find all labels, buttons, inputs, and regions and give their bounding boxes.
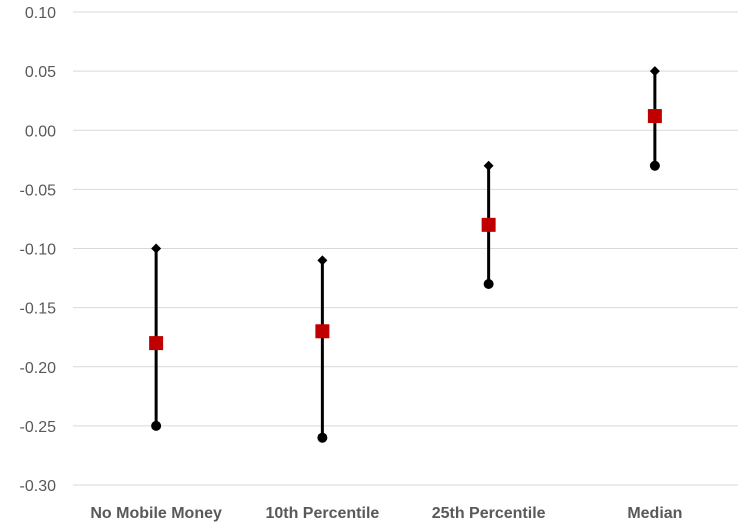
gridlines	[73, 11, 738, 486]
point-estimate-marker	[149, 336, 164, 351]
lower-bound-marker	[317, 432, 328, 443]
point-estimate-marker	[481, 217, 496, 232]
point-estimate-marker	[647, 109, 662, 124]
x-tick-label: 10th Percentile	[265, 505, 379, 522]
point-estimate-marker	[315, 324, 330, 339]
x-tick-label: Median	[627, 505, 682, 522]
y-tick: -0.25	[20, 419, 57, 436]
y-tick: 0.00	[25, 123, 56, 140]
y-tick: -0.30	[20, 478, 57, 495]
y-tick-label: -0.30	[20, 478, 57, 495]
y-tick: 0.10	[25, 5, 56, 22]
y-tick: -0.10	[20, 242, 57, 259]
plot-area	[149, 66, 662, 443]
lower-bound-marker	[151, 420, 162, 431]
x-tick-label: No Mobile Money	[90, 505, 222, 522]
y-tick: 0.05	[25, 64, 56, 81]
lower-bound-marker	[649, 160, 660, 171]
lower-bound-marker	[483, 278, 494, 289]
y-tick-label: -0.20	[20, 360, 57, 377]
y-axis: 0.10 0.05 0.00 -0.05 -0.10 -0.15 -0.20 -0.25 -0.…	[20, 5, 57, 495]
y-tick-label: -0.05	[20, 182, 57, 199]
y-tick-label: -0.10	[20, 242, 57, 259]
upper-bound-marker	[649, 66, 660, 77]
y-tick-label: 0.05	[25, 64, 56, 81]
y-tick-label: 0.10	[25, 5, 56, 22]
upper-bound-marker	[317, 255, 328, 266]
x-axis: No Mobile Money 10th Percentile 25th Perce…	[90, 505, 682, 522]
y-tick-label: 0.00	[25, 123, 56, 140]
y-tick-label: -0.25	[20, 419, 57, 436]
upper-bound-marker	[483, 160, 494, 171]
y-tick: -0.15	[20, 301, 57, 318]
x-tick-label: 25th Percentile	[432, 505, 546, 522]
y-tick-label: -0.15	[20, 301, 57, 318]
upper-bound-marker	[151, 243, 162, 254]
y-tick: -0.05	[20, 182, 57, 199]
y-tick: -0.20	[20, 360, 57, 377]
